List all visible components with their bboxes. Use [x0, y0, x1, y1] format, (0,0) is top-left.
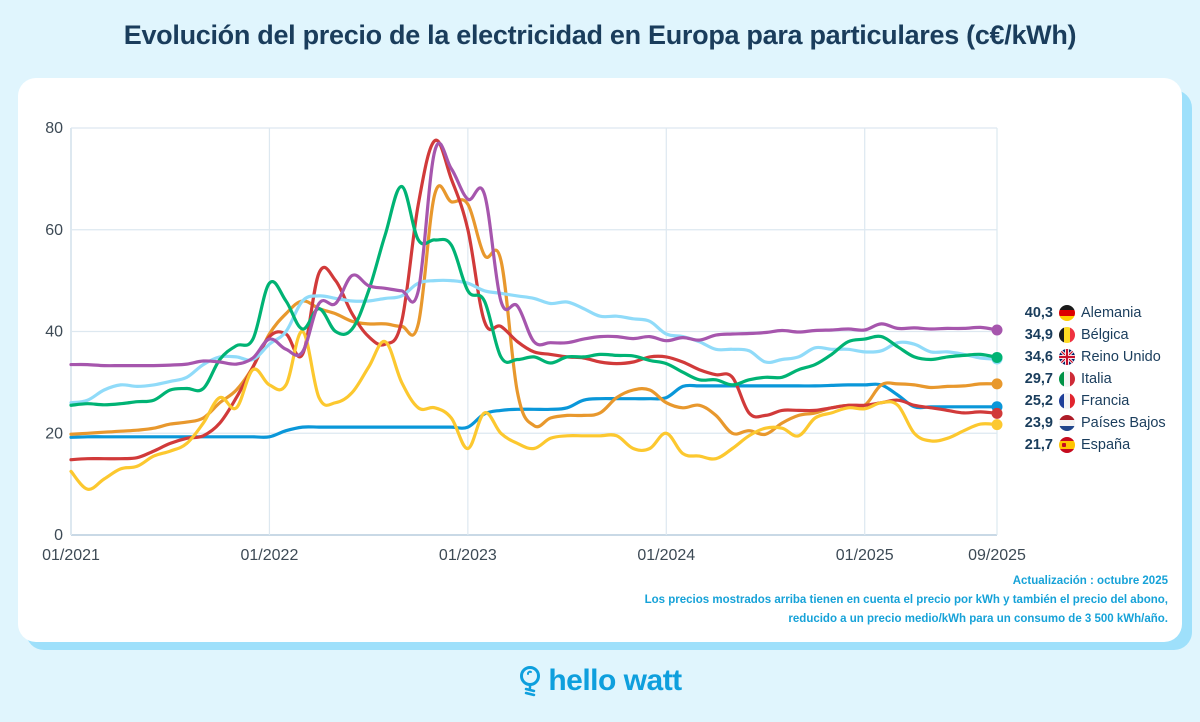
x-tick-label: 01/2025: [836, 547, 894, 564]
flag-it-icon: [1059, 371, 1075, 387]
y-tick-label: 0: [54, 527, 63, 544]
hello-watt-logo: hello watt: [0, 664, 1200, 698]
flag-gb-icon: [1059, 349, 1075, 365]
x-tick-label: 01/2022: [241, 547, 299, 564]
x-tick-label: 01/2023: [439, 547, 497, 564]
series-line-alemania: [69, 141, 999, 368]
series-endpoints: [991, 324, 1003, 431]
legend-item: 25,2 Francia: [1017, 390, 1166, 412]
y-tick-label: 80: [45, 120, 63, 137]
series-endpoint-italia: [991, 378, 1003, 390]
brand-name: hello watt: [548, 664, 682, 697]
legend-label: Francia: [1081, 393, 1130, 409]
footnote-line-1: Los precios mostrados arriba tienen en c…: [644, 594, 1168, 606]
series-line-espana: [69, 329, 999, 491]
update-note: Actualización : octubre 2025: [1012, 575, 1168, 587]
lightbulb-icon: [520, 666, 541, 697]
legend-item: 23,9 Países Bajos: [1017, 412, 1166, 434]
series-line-belgica: [69, 184, 999, 407]
series-endpoint-belgica: [991, 351, 1003, 363]
flag-be-icon: [1059, 327, 1075, 343]
page-title: Evolución del precio de la electricidad …: [123, 20, 1077, 50]
legend-value: 34,9: [1024, 327, 1053, 343]
legend-value: 25,2: [1024, 393, 1053, 409]
y-tick-label: 20: [45, 425, 63, 442]
legend-label: Italia: [1081, 371, 1112, 387]
legend-value: 40,3: [1024, 305, 1053, 321]
legend-item: 40,3 Alemania: [1017, 302, 1166, 324]
legend-item: 34,9 Bélgica: [1017, 324, 1166, 346]
y-tick-label: 40: [45, 324, 63, 341]
legend-label: Reino Unido: [1081, 349, 1161, 365]
legend-item: 34,6 Reino Unido: [1017, 346, 1166, 368]
series-endpoint-paises-bajos: [991, 407, 1003, 419]
flag-es-icon: [1059, 437, 1075, 453]
x-tick-label: 01/2024: [637, 547, 695, 564]
series-line-francia: [69, 382, 999, 439]
y-tick-label: 60: [45, 222, 63, 239]
series-line-paises-bajos: [69, 138, 999, 462]
series-endpoint-espana: [991, 419, 1003, 431]
series-endpoint-alemania: [991, 324, 1003, 336]
legend-item: 21,7 España: [1017, 434, 1166, 456]
x-axis: 01/2021 01/2022 01/2023 01/2024 01/2025 09/20…: [42, 547, 1026, 564]
flag-nl-icon: [1059, 415, 1075, 431]
y-axis: 0 20 40 60 80: [45, 120, 63, 544]
legend: 40,3 Alemania 34,9 Bélgica 34,6 Reino Unido 29…: [1017, 302, 1166, 456]
legend-value: 23,9: [1024, 415, 1053, 431]
legend-value: 34,6: [1024, 349, 1053, 365]
x-tick-label: 01/2021: [42, 547, 100, 564]
legend-label: Alemania: [1081, 305, 1142, 321]
x-tick-label: 09/2025: [968, 547, 1026, 564]
legend-label: Países Bajos: [1081, 415, 1166, 431]
flag-de-icon: [1059, 305, 1075, 321]
legend-item: 29,7 Italia: [1017, 368, 1166, 390]
grid: [70, 127, 998, 536]
flag-fr-icon: [1059, 393, 1075, 409]
legend-value: 29,7: [1024, 371, 1053, 387]
footnote-line-2: reducido a un precio medio/kWh para un c…: [788, 613, 1168, 625]
series-lines: [69, 138, 999, 491]
series-line-italia: [69, 184, 999, 437]
legend-label: Bélgica: [1081, 327, 1129, 343]
legend-label: España: [1081, 437, 1131, 453]
legend-value: 21,7: [1024, 437, 1053, 453]
